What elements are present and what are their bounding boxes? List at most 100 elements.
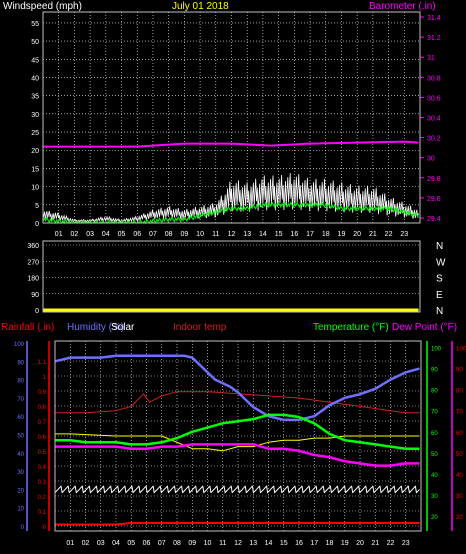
chart1-x-tick-label: 19 xyxy=(338,231,346,238)
chart3-rain-tick-label: 0.8 xyxy=(38,405,47,411)
chart3-x-tick-label: 23 xyxy=(402,540,410,547)
chart3-humidity-tick-label: 60 xyxy=(17,415,24,421)
chart3-rain-tick-label: 0 xyxy=(43,525,47,531)
chart3-humidity-tick-label: 40 xyxy=(17,452,24,458)
chart1-y-right-tick-label: 31.4 xyxy=(427,15,441,22)
chart1-x-tick-label: 03 xyxy=(86,231,94,238)
chart1-x-tick-label: 04 xyxy=(102,231,110,238)
chart3-x-tick-label: 22 xyxy=(387,540,395,547)
chart1-x-tick-label: 17 xyxy=(306,231,314,238)
chart3-x-tick-label: 09 xyxy=(188,540,196,547)
chart3-x-tick-label: 04 xyxy=(112,540,120,547)
chart1-y-left-tick-label: 5 xyxy=(35,203,39,210)
chart3-rainfall-label: Rainfall (.in) xyxy=(1,322,54,333)
chart2-compass-label: N xyxy=(436,306,443,317)
chart3-humidity-label: Humidity (%) xyxy=(67,322,124,333)
chart3-extra1-line xyxy=(55,433,420,452)
chart3-dewpoint-tick-label: 60 xyxy=(456,431,463,437)
chart3-rain-tick-label: 0.4 xyxy=(38,465,47,471)
chart1-x-tick-label: 02 xyxy=(71,231,79,238)
chart3-temp-tick-label: 100 xyxy=(431,346,442,352)
chart1-x-tick-label: 08 xyxy=(165,231,173,238)
chart2-plot-frame xyxy=(42,240,421,313)
chart1-plot-frame xyxy=(42,11,421,224)
chart3-x-tick-label: 13 xyxy=(249,540,257,547)
chart1-y-right-tick-label: 31.2 xyxy=(427,35,441,42)
chart1-y-right-tick-label: 29.8 xyxy=(427,176,441,183)
chart3-x-tick-label: 19 xyxy=(341,540,349,547)
chart3-dewpoint-tick-label: 30 xyxy=(456,494,463,500)
chart1-x-tick-label: 13 xyxy=(243,231,251,238)
chart3-dewpoint-tick-label: 80 xyxy=(456,389,463,395)
chart2-y-tick-label: 270 xyxy=(27,259,39,266)
chart3-rain-tick-label: 0.1 xyxy=(38,510,47,516)
chart1-y-left-tick-label: 25 xyxy=(31,130,39,137)
chart3-x-tick-label: 11 xyxy=(219,540,226,547)
chart3-humidity-tick-label: 100 xyxy=(14,342,25,348)
chart3-temp-tick-label: 20 xyxy=(431,515,438,521)
chart1-y-left-tick-label: 45 xyxy=(31,57,39,64)
chart1-x-tick-label: 16 xyxy=(290,231,298,238)
chart2-y-tick-label: 180 xyxy=(27,276,39,283)
chart3-solar-line xyxy=(54,485,420,494)
chart1-y-left-tick-label: 15 xyxy=(31,166,39,173)
chart3-x-tick-label: 17 xyxy=(310,540,318,547)
chart3-x-tick-label: 07 xyxy=(158,540,166,547)
chart1-y-right-tick-label: 29.4 xyxy=(427,216,441,223)
chart3-plot-frame xyxy=(54,340,422,532)
chart1-x-tick-label: 01 xyxy=(55,231,63,238)
chart3-rain-tick-label: 0.2 xyxy=(38,495,47,501)
chart3-x-tick-label: 16 xyxy=(295,540,303,547)
chart1-y-left-tick-label: 10 xyxy=(31,185,39,192)
chart3-humidity-tick-label: 30 xyxy=(17,470,24,476)
chart1-y-left-tick-label: 40 xyxy=(31,75,39,82)
chart1-x-tick-label: 20 xyxy=(353,231,361,238)
chart1-y-left-tick-label: 55 xyxy=(31,21,39,28)
chart3-temperature-label: Temperature (°F) xyxy=(313,322,389,333)
chart1-x-tick-label: 15 xyxy=(275,231,283,238)
chart3-temp-tick-label: 40 xyxy=(431,473,438,479)
chart3-dewpoint-line xyxy=(55,443,420,467)
chart3-rain-tick-label: 0.9 xyxy=(38,390,47,396)
chart3-dewpoint-tick-label: 70 xyxy=(456,410,463,416)
chart3-x-tick-label: 12 xyxy=(234,540,242,547)
chart1-x-tick-label: 05 xyxy=(118,231,126,238)
chart3-x-tick-label: 18 xyxy=(326,540,334,547)
chart3-rain-tick-label: 0.7 xyxy=(38,420,47,426)
chart3-x-tick-label: 08 xyxy=(173,540,181,547)
chart1-x-tick-label: 22 xyxy=(385,231,393,238)
chart2-compass-label: S xyxy=(436,274,443,285)
chart1-y-left-tick-label: 35 xyxy=(31,94,39,101)
chart3-dewpoint-tick-label: 90 xyxy=(456,367,463,373)
chart2-y-tick-label: 90 xyxy=(31,292,39,299)
chart1-y-left-tick-label: 20 xyxy=(31,148,39,155)
chart3-temp-tick-label: 60 xyxy=(431,431,438,437)
chart1-y-left-tick-label: 50 xyxy=(31,39,39,46)
chart1-x-tick-label: 09 xyxy=(180,231,188,238)
chart1-y-left-tick-label: 0 xyxy=(35,221,39,228)
chart1-x-tick-label: 14 xyxy=(259,231,267,238)
chart3-rainfall-line xyxy=(55,522,420,526)
chart3-temp-tick-label: 70 xyxy=(431,410,438,416)
chart1-barometer-line xyxy=(43,140,419,148)
chart3-humidity-tick-label: 90 xyxy=(17,360,24,366)
chart1-x-tick-label: 23 xyxy=(400,231,408,238)
chart1-x-tick-label: 10 xyxy=(196,231,204,238)
chart2-compass-label: N xyxy=(436,241,443,252)
chart2-compass-label: W xyxy=(436,257,446,268)
chart1-y-right-tick-label: 30.6 xyxy=(427,95,441,102)
chart1-wind-gust-line xyxy=(42,173,419,223)
chart3-x-tick-label: 05 xyxy=(127,540,135,547)
chart2-y-tick-label: 0 xyxy=(35,308,39,315)
chart1-y-right-tick-label: 30.8 xyxy=(427,75,441,82)
chart1-x-tick-label: 12 xyxy=(228,231,236,238)
chart1-y-right-tick-label: 30.2 xyxy=(427,136,441,143)
chart3-humidity-line xyxy=(54,354,420,422)
chart2-y-tick-label: 360 xyxy=(27,243,39,250)
chart1-right-axis-label: Barometer (.in) xyxy=(369,1,436,12)
chart3-x-tick-label: 20 xyxy=(356,540,364,547)
chart3-x-tick-label: 06 xyxy=(143,540,151,547)
chart1-x-tick-label: 18 xyxy=(322,231,330,238)
chart3-x-tick-label: 15 xyxy=(280,540,288,547)
